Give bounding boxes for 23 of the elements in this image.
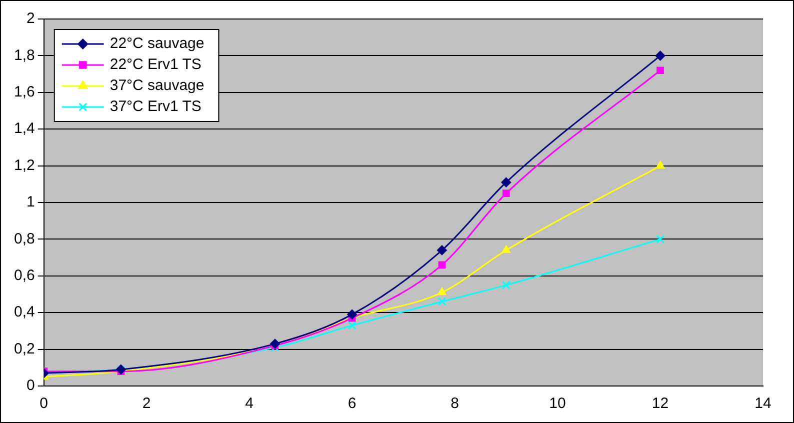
y-tick-label: 0,4 bbox=[14, 304, 35, 321]
y-tick-label: 1,4 bbox=[14, 120, 35, 138]
x-tick-label: 6 bbox=[348, 395, 356, 412]
y-tick-label: 1 bbox=[26, 194, 35, 211]
legend-label: 37°C sauvage bbox=[110, 77, 204, 94]
x-tick-label: 2 bbox=[142, 395, 151, 412]
y-tick-label: 1,8 bbox=[14, 46, 35, 64]
y-tick-label: 0,8 bbox=[14, 230, 35, 248]
y-tick-label: 2 bbox=[26, 10, 35, 28]
x-tick-label: 0 bbox=[40, 395, 48, 412]
legend-label: 22°C Erv1 TS bbox=[110, 56, 202, 74]
x-tick-label: 8 bbox=[450, 395, 459, 412]
y-tick-label: 1,6 bbox=[14, 84, 35, 101]
legend-label: 22°C sauvage bbox=[110, 35, 204, 52]
x-tick-label: 12 bbox=[652, 395, 669, 412]
x-tick-label: 10 bbox=[549, 395, 566, 412]
y-tick-label: 0,2 bbox=[14, 340, 35, 358]
x-tick-label: 14 bbox=[754, 395, 772, 412]
y-tick-label: 0,6 bbox=[14, 267, 35, 284]
y-tick-label: 1,2 bbox=[14, 156, 35, 174]
legend-label: 37°C Erv1 TS bbox=[110, 98, 202, 116]
y-tick-label: 0 bbox=[26, 377, 35, 394]
x-tick-label: 4 bbox=[245, 395, 254, 412]
